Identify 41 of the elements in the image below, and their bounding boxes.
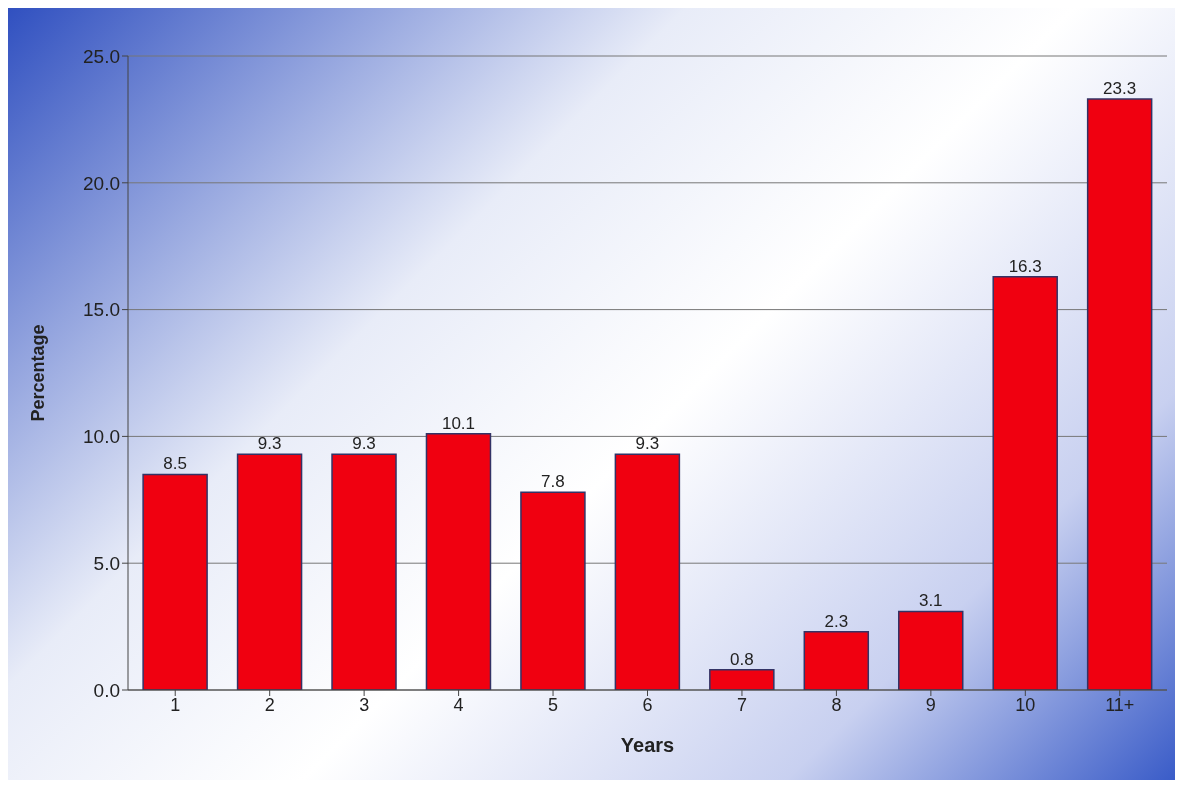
bar	[898, 610, 964, 690]
y-tick-label: 20.0	[83, 172, 120, 194]
data-label: 7.8	[541, 472, 565, 492]
y-tick-label: 5.0	[93, 552, 120, 574]
x-tick-label: 7	[736, 694, 747, 715]
y-tick-label: 0.0	[93, 679, 120, 701]
bar	[992, 275, 1058, 690]
x-tick-label: 9	[925, 694, 936, 715]
bar	[425, 433, 492, 690]
data-label: 23.3	[1103, 79, 1137, 99]
x-tick-label: 10	[1015, 694, 1036, 715]
data-label: 9.3	[352, 434, 376, 454]
data-label: 9.3	[257, 434, 282, 454]
data-label: 0.8	[730, 649, 754, 669]
x-tick-label: 8	[831, 694, 842, 715]
x-tick-label: 6	[642, 694, 653, 715]
data-label: 8.5	[163, 454, 187, 474]
y-tick-label: 25.0	[83, 45, 120, 67]
x-tick-label: 4	[453, 694, 464, 715]
y-tick-label: 10.0	[83, 426, 120, 448]
x-tick-label: 2	[264, 694, 275, 715]
x-tick-label: 3	[359, 694, 370, 715]
data-label: 10.1	[441, 413, 476, 433]
data-label: 3.1	[918, 591, 943, 611]
bar	[709, 668, 775, 690]
x-tick-label: 1	[170, 694, 181, 715]
bar	[142, 473, 208, 690]
data-label: 2.3	[824, 611, 849, 631]
y-tick-label: 15.0	[83, 299, 120, 321]
bar	[803, 630, 870, 690]
bar	[236, 453, 303, 690]
data-label: 9.3	[635, 434, 660, 454]
bar	[331, 453, 397, 690]
data-label: 16.3	[1008, 256, 1042, 276]
bar	[520, 491, 586, 690]
x-axis-title: Years	[620, 734, 675, 756]
y-axis-title: Percentage	[28, 324, 49, 422]
bar	[1086, 98, 1153, 690]
x-tick-label: 5	[548, 694, 559, 715]
x-tick-label: 11+	[1105, 694, 1135, 715]
bar	[614, 453, 681, 690]
